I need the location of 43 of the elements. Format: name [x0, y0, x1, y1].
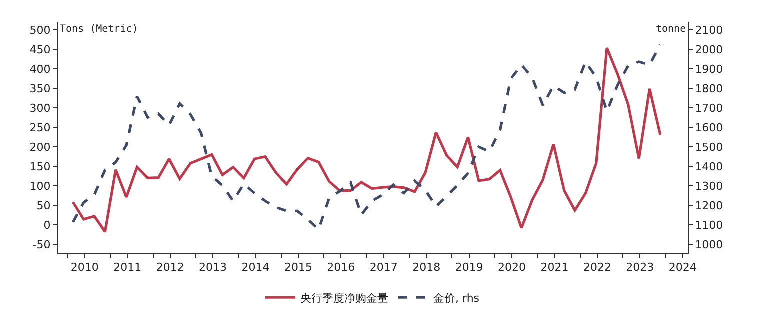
x-tick-label: 2024	[668, 261, 697, 274]
x-tick-label: 2021	[540, 261, 569, 274]
y-tick-label: 350	[30, 82, 51, 96]
y2-tick-label: 1100	[695, 218, 724, 232]
y-tick-label: 300	[30, 102, 51, 115]
x-tick-label: 2022	[583, 261, 612, 274]
y2-tick-label: 1000	[695, 238, 724, 252]
y-tick-label: -50	[32, 238, 51, 252]
y2-tick-label: 1900	[695, 62, 724, 76]
x-tick-label: 2011	[114, 261, 142, 274]
y2-tick-label: 1700	[695, 102, 724, 115]
x-tick-label: 2012	[156, 261, 184, 274]
x-tick-label: 2010	[70, 261, 99, 274]
x-tick-label: 2020	[498, 261, 526, 274]
y-tick-label: 50	[36, 199, 51, 212]
y-tick-label: 500	[30, 24, 51, 38]
y-tick-label: 200	[30, 140, 51, 154]
y2-axis-title: tonne	[656, 24, 686, 35]
y-tick-label: 0	[44, 218, 51, 232]
y-tick-label: 100	[30, 180, 51, 193]
x-tick-label: 2015	[284, 261, 312, 274]
y2-tick-label: 1200	[695, 199, 724, 212]
y-axis-title: Tons (Metric)	[60, 24, 138, 35]
y-tick-label: 150	[30, 160, 51, 174]
legend-label: 央行季度净购金量	[300, 292, 388, 305]
y2-tick-label: 2100	[695, 24, 724, 38]
y2-tick-label: 1500	[695, 140, 724, 154]
y-tick-label: 450	[30, 44, 51, 57]
x-tick-label: 2019	[455, 261, 484, 274]
y-tick-label: 250	[30, 121, 51, 134]
x-tick-label: 2016	[327, 261, 356, 274]
y-tick-label: 400	[30, 62, 51, 76]
x-tick-label: 2017	[370, 261, 398, 274]
y2-tick-label: 1400	[695, 160, 724, 174]
y2-tick-label: 2000	[695, 44, 724, 57]
y2-tick-label: 1300	[695, 180, 724, 193]
x-tick-label: 2023	[626, 261, 654, 274]
x-tick-label: 2013	[199, 261, 228, 274]
legend-label: 金价, rhs	[434, 292, 480, 305]
x-tick-label: 2018	[412, 261, 441, 274]
x-tick-label: 2014	[242, 261, 270, 274]
y2-tick-label: 1800	[695, 82, 724, 96]
y2-tick-label: 1600	[695, 121, 724, 134]
